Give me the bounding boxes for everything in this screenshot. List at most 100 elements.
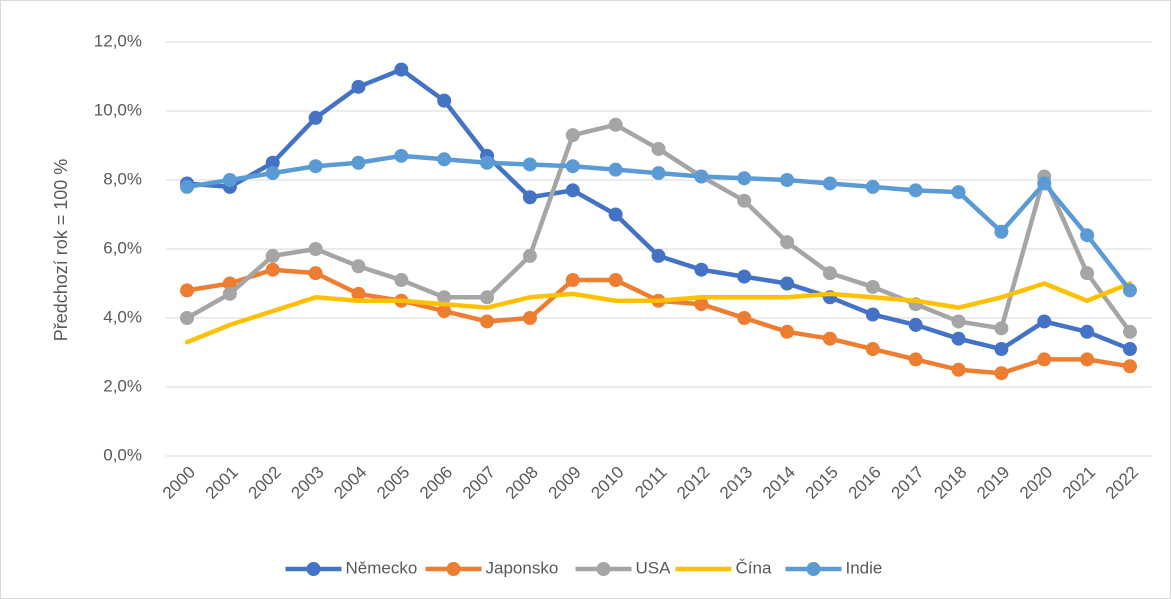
point-marker — [222, 276, 237, 291]
point-marker — [694, 297, 709, 312]
point-marker — [1122, 359, 1137, 374]
legend-marker — [596, 562, 611, 576]
point-marker — [351, 79, 366, 94]
y-tick-label: 10,0% — [94, 100, 142, 119]
y-tick-label: 4,0% — [103, 307, 142, 326]
point-marker — [651, 141, 666, 156]
point-marker — [308, 242, 323, 256]
point-marker — [822, 331, 837, 346]
point-marker — [522, 311, 537, 325]
point-marker — [308, 266, 323, 281]
point-marker — [908, 317, 923, 332]
legend-label: Německo — [346, 558, 418, 577]
point-marker — [608, 117, 623, 132]
point-marker — [265, 166, 280, 181]
point-marker — [822, 266, 837, 281]
y-tick-label: 0,0% — [103, 445, 142, 464]
point-marker — [480, 155, 495, 170]
y-tick-label: 12,0% — [94, 31, 142, 50]
point-marker — [865, 179, 880, 194]
point-marker — [480, 290, 495, 305]
point-marker — [865, 342, 880, 357]
point-marker — [265, 262, 280, 277]
point-marker — [1037, 352, 1052, 367]
point-marker — [780, 173, 795, 187]
point-marker — [1080, 352, 1095, 367]
legend-label: USA — [636, 558, 672, 577]
point-marker — [951, 331, 966, 346]
point-marker — [865, 307, 880, 322]
point-marker — [180, 179, 195, 194]
point-marker — [394, 148, 409, 163]
point-marker — [1080, 324, 1095, 339]
point-marker — [565, 128, 580, 143]
point-marker — [308, 110, 323, 125]
point-marker — [1037, 176, 1052, 191]
point-marker — [737, 171, 752, 186]
point-marker — [1037, 314, 1052, 329]
point-marker — [951, 314, 966, 329]
point-marker — [737, 269, 752, 284]
point-marker — [437, 152, 452, 167]
legend-label: Čína — [736, 558, 772, 577]
point-marker — [780, 324, 795, 339]
point-marker — [394, 273, 409, 288]
point-marker — [1080, 266, 1095, 281]
y-tick-label: 6,0% — [103, 238, 142, 257]
point-marker — [480, 314, 495, 329]
series-line — [184, 281, 1133, 345]
legend-marker — [446, 562, 461, 576]
point-marker — [780, 235, 795, 250]
point-marker — [1122, 342, 1137, 357]
point-marker — [908, 352, 923, 367]
point-marker — [565, 183, 580, 198]
y-tick-label: 8,0% — [103, 169, 142, 188]
point-marker — [608, 162, 623, 177]
point-marker — [908, 183, 923, 198]
point-marker — [994, 224, 1009, 239]
point-marker — [351, 155, 366, 170]
point-marker — [994, 321, 1009, 336]
point-marker — [565, 159, 580, 174]
point-marker — [737, 193, 752, 208]
point-marker — [351, 259, 366, 274]
point-marker — [608, 207, 623, 222]
point-marker — [951, 185, 966, 200]
point-marker — [694, 169, 709, 184]
point-marker — [265, 248, 280, 263]
legend-label: Japonsko — [486, 558, 559, 577]
point-marker — [737, 311, 752, 325]
point-marker — [1122, 283, 1137, 298]
point-marker — [1122, 324, 1137, 339]
point-marker — [180, 283, 195, 298]
point-marker — [265, 155, 280, 170]
point-marker — [522, 190, 537, 205]
point-marker — [865, 279, 880, 294]
legend-marker — [306, 562, 321, 576]
point-marker — [522, 157, 537, 172]
point-marker — [651, 166, 666, 181]
point-marker — [565, 273, 580, 288]
point-marker — [522, 248, 537, 263]
y-tick-label: 2,0% — [103, 376, 142, 395]
point-marker — [822, 176, 837, 191]
point-marker — [651, 248, 666, 263]
point-marker — [394, 62, 409, 77]
point-marker — [694, 262, 709, 277]
point-marker — [1080, 228, 1095, 243]
point-marker — [308, 159, 323, 174]
legend-marker — [806, 562, 821, 576]
point-marker — [437, 93, 452, 108]
point-marker — [994, 342, 1009, 357]
point-marker — [780, 276, 795, 291]
point-marker — [222, 173, 237, 187]
point-marker — [951, 362, 966, 377]
point-marker — [994, 366, 1009, 381]
point-marker — [222, 286, 237, 301]
point-marker — [180, 311, 195, 325]
point-marker — [437, 304, 452, 319]
point-marker — [437, 290, 452, 305]
y-axis-label: Předchozí rok = 100 % — [51, 159, 71, 342]
